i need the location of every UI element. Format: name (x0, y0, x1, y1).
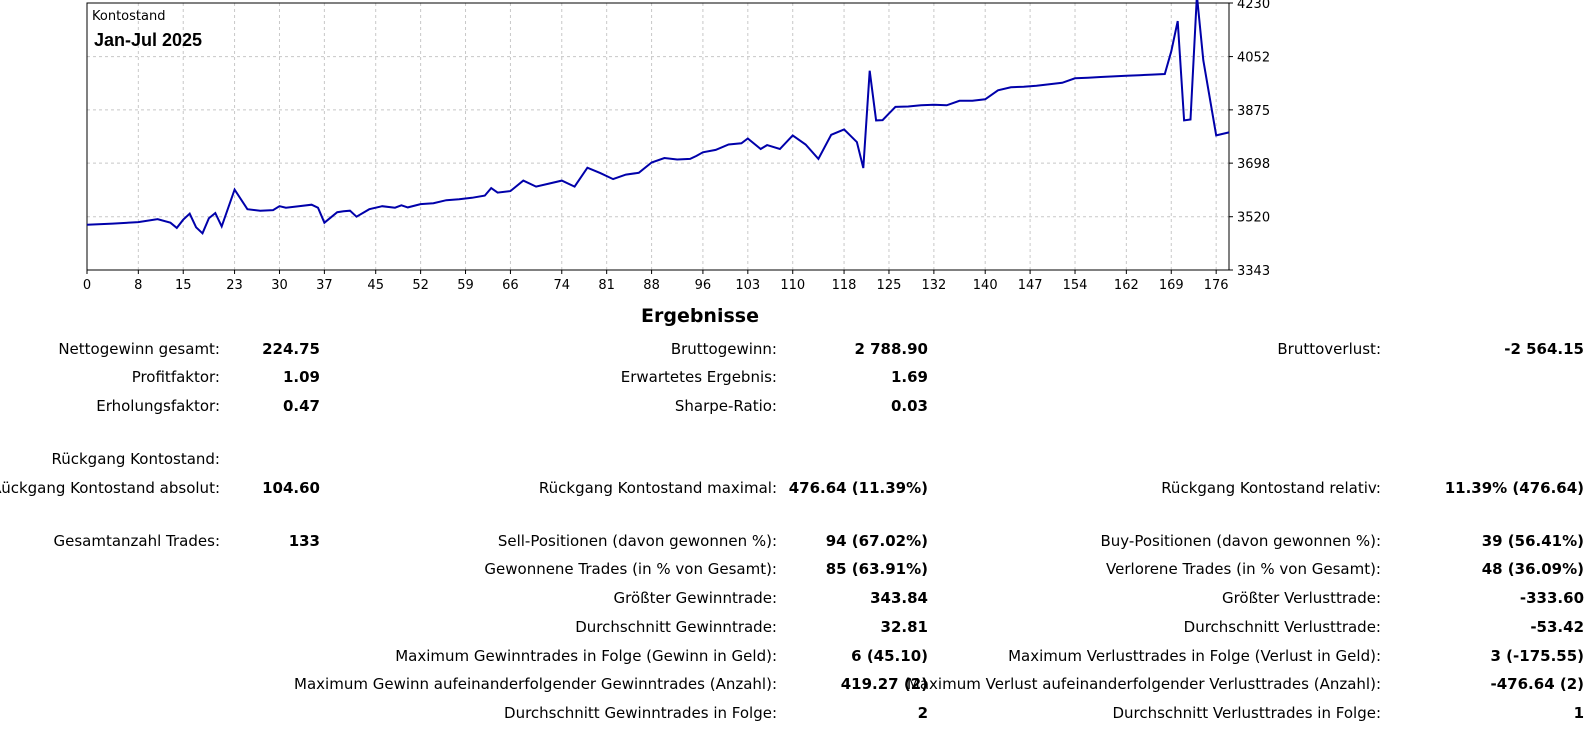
value-largest-loss: -333.60 (1519, 589, 1584, 607)
value-max-consecutive-profit: 419.27 (2) (840, 675, 928, 693)
results-title: Ergebnisse (641, 305, 759, 327)
balance-series-line (86, 0, 1230, 236)
plot-area-border (86, 2, 1230, 271)
label-gross-loss: Bruttoverlust: (1277, 340, 1381, 358)
label-drawdown-relative: Rückgang Kontostand relativ: (1161, 479, 1381, 497)
label-recovery-factor: Erholungsfaktor: (96, 397, 220, 415)
label-largest-loss: Größter Verlusttrade: (1221, 589, 1381, 607)
value-average-consecutive-wins: 2 (917, 704, 928, 722)
x-tick-label: 118 (832, 278, 857, 293)
value-average-loss: -53.42 (1530, 618, 1584, 636)
label-won-trades: Gewonnene Trades (in % von Gesamt): (484, 560, 777, 578)
y-tick-label: 3698 (1237, 157, 1270, 172)
value-profit-factor: 1.09 (282, 368, 320, 386)
x-tick-label: 125 (877, 278, 902, 293)
x-axis-ticks: 0 8 15 23 30 37 45 52 59 66 74 81 88 96 103 110 118 125 13… (83, 270, 1229, 293)
value-buy-positions: 39 (56.41%) (1481, 532, 1584, 550)
x-tick-label: 23 (226, 278, 243, 293)
x-tick-label: 96 (695, 278, 712, 293)
x-tick-label: 30 (271, 278, 288, 293)
x-tick-label: 162 (1114, 278, 1139, 293)
value-lost-trades: 48 (36.09%) (1481, 560, 1584, 578)
value-recovery-factor: 0.47 (282, 397, 320, 415)
label-gross-profit: Bruttogewinn: (670, 340, 777, 358)
x-tick-label: 37 (316, 278, 333, 293)
y-tick-label: 3520 (1237, 211, 1270, 226)
value-max-consecutive-losses: 3 (-175.55) (1490, 647, 1584, 665)
x-tick-label: 0 (83, 278, 91, 293)
balance-chart: Kontostand Jan-Jul 2025 0 8 15 23 30 37 45 52 59… (83, 0, 1270, 293)
x-tick-label: 103 (735, 278, 760, 293)
value-sharpe-ratio: 0.03 (890, 397, 928, 415)
label-max-consecutive-profit: Maximum Gewinn aufeinanderfolgender Gewi… (294, 675, 777, 693)
label-sell-positions: Sell-Positionen (davon gewonnen %): (497, 532, 777, 550)
label-drawdown-maximal: Rückgang Kontostand maximal: (538, 479, 777, 497)
value-drawdown-relative: 11.39% (476.64) (1444, 479, 1584, 497)
label-largest-win: Größter Gewinntrade: (613, 589, 777, 607)
label-drawdown-absolute: Rückgang Kontostand absolut: (0, 479, 220, 497)
y-axis-ticks: 4230 4052 3875 3698 3520 3343 (1229, 0, 1270, 279)
label-max-consecutive-losses: Maximum Verlusttrades in Folge (Verlust … (1008, 647, 1381, 665)
x-tick-label: 154 (1063, 278, 1088, 293)
value-average-consecutive-losses: 1 (1573, 704, 1584, 722)
label-total-trades: Gesamtanzahl Trades: (53, 532, 221, 550)
label-lost-trades: Verlorene Trades (in % von Gesamt): (1106, 560, 1381, 578)
value-largest-win: 343.84 (870, 589, 928, 607)
x-tick-label: 132 (921, 278, 946, 293)
x-tick-label: 110 (780, 278, 805, 293)
y-tick-label: 4230 (1237, 0, 1270, 12)
value-net-profit: 224.75 (262, 340, 320, 358)
label-average-consecutive-losses: Durchschnitt Verlusttrades in Folge: (1112, 704, 1381, 722)
x-tick-label: 81 (598, 278, 615, 293)
x-tick-label: 59 (457, 278, 474, 293)
x-tick-label: 169 (1159, 278, 1184, 293)
value-sell-positions: 94 (67.02%) (825, 532, 928, 550)
value-expected-payoff: 1.69 (890, 368, 928, 386)
x-tick-label: 176 (1204, 278, 1229, 293)
value-total-trades: 133 (288, 532, 320, 550)
x-tick-label: 15 (175, 278, 192, 293)
value-drawdown-absolute: 104.60 (262, 479, 320, 497)
chart-grid (86, 2, 1229, 271)
x-tick-label: 140 (973, 278, 998, 293)
x-tick-label: 8 (134, 278, 142, 293)
label-average-consecutive-wins: Durchschnitt Gewinntrades in Folge: (504, 704, 777, 722)
label-profit-factor: Profitfaktor: (131, 368, 220, 386)
x-tick-label: 88 (643, 278, 660, 293)
label-expected-payoff: Erwartetes Ergebnis: (620, 368, 777, 386)
value-drawdown-maximal: 476.64 (11.39%) (788, 479, 928, 497)
value-average-win: 32.81 (880, 618, 928, 636)
value-max-consecutive-wins: 6 (45.10) (851, 647, 928, 665)
y-tick-label: 4052 (1237, 51, 1270, 66)
label-max-consecutive-wins: Maximum Gewinntrades in Folge (Gewinn in… (395, 647, 777, 665)
label-balance-drawdown: Rückgang Kontostand: (51, 450, 220, 468)
label-sharpe-ratio: Sharpe-Ratio: (674, 397, 777, 415)
x-tick-label: 147 (1018, 278, 1043, 293)
label-max-consecutive-loss: Maximum Verlust aufeinanderfolgender Ver… (906, 675, 1381, 693)
y-tick-label: 3343 (1237, 264, 1270, 279)
x-tick-label: 45 (367, 278, 384, 293)
x-tick-label: 66 (502, 278, 519, 293)
value-max-consecutive-loss: -476.64 (2) (1490, 675, 1584, 693)
label-net-profit: Nettogewinn gesamt: (58, 340, 220, 358)
value-gross-loss: -2 564.15 (1504, 340, 1584, 358)
chart-title: Jan-Jul 2025 (94, 30, 202, 50)
value-gross-profit: 2 788.90 (854, 340, 928, 358)
label-buy-positions: Buy-Positionen (davon gewonnen %): (1100, 532, 1382, 550)
x-tick-label: 74 (553, 278, 570, 293)
y-tick-label: 3875 (1237, 104, 1270, 119)
x-tick-label: 52 (412, 278, 429, 293)
label-average-loss: Durchschnitt Verlusttrade: (1183, 618, 1381, 636)
label-average-win: Durchschnitt Gewinntrade: (575, 618, 777, 636)
chart-label: Kontostand (92, 9, 165, 24)
value-won-trades: 85 (63.91%) (825, 560, 928, 578)
